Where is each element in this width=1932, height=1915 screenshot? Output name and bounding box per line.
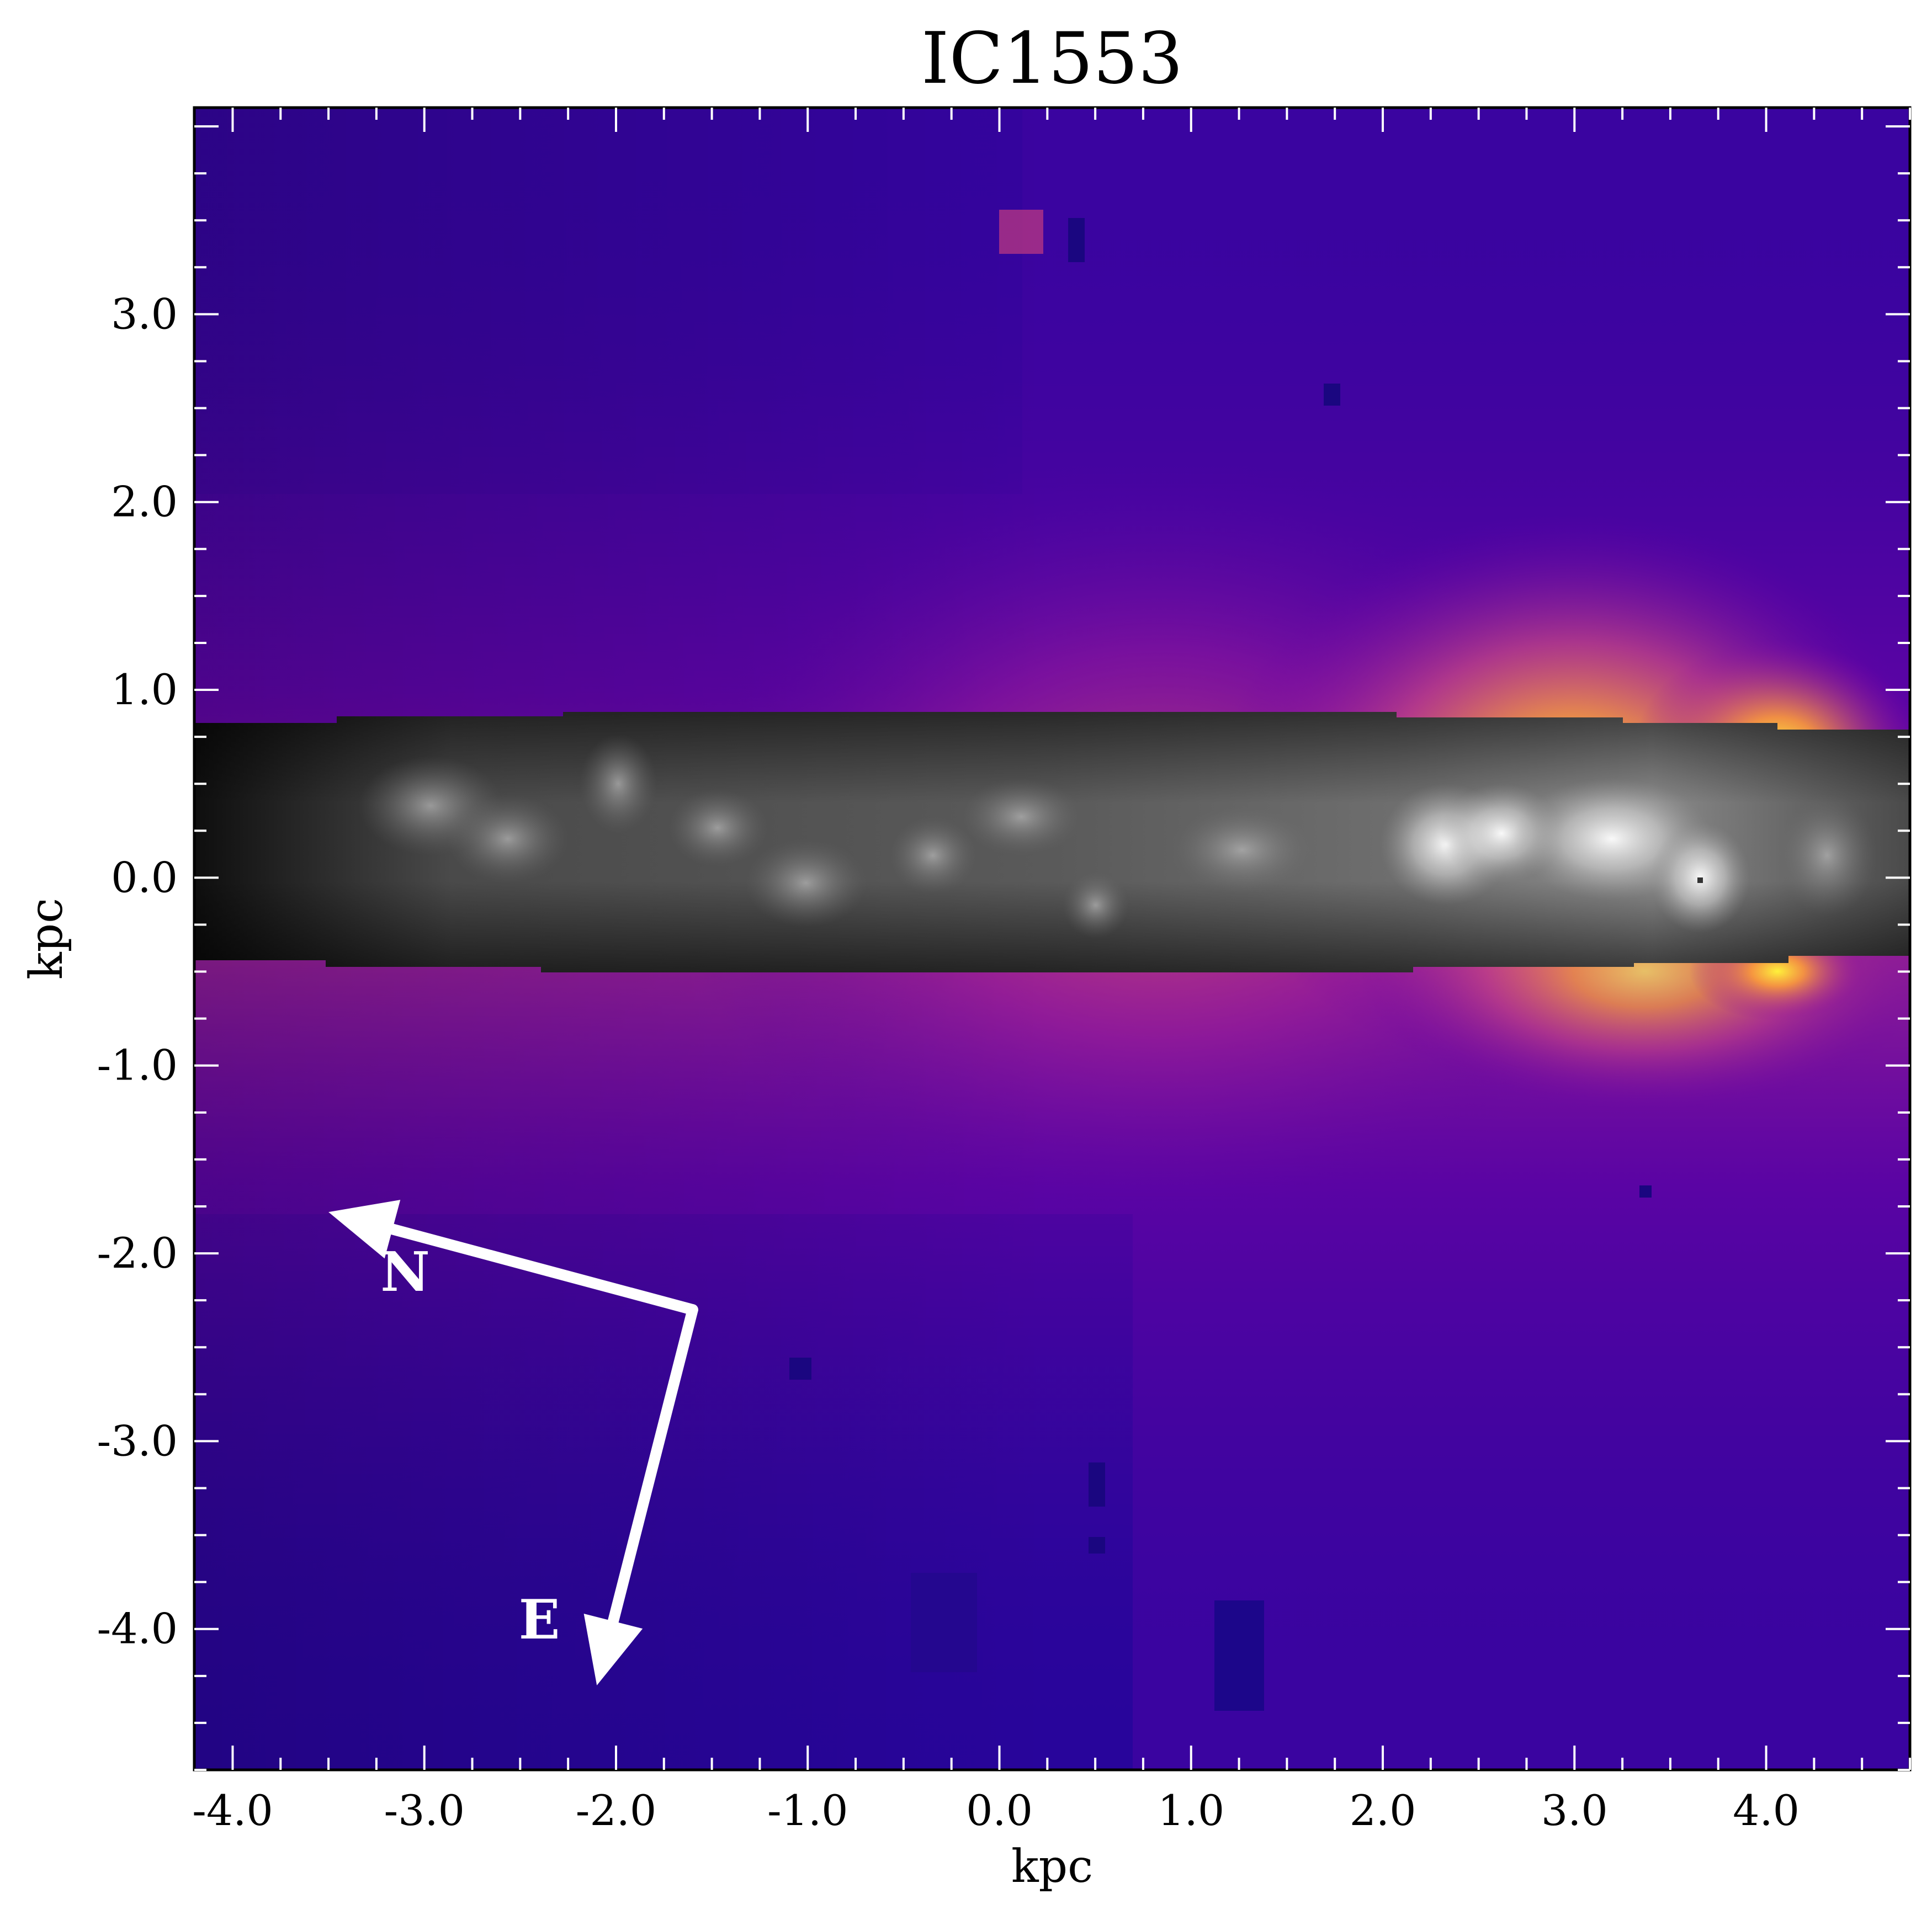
x-tick-label: -2.0 (576, 1786, 657, 1835)
band-blob (889, 817, 977, 894)
x-tick-label: 1.0 (1158, 1786, 1224, 1835)
heatmap-image: N E (194, 108, 1910, 1770)
band-blob (745, 839, 867, 927)
x-tick-label: -1.0 (767, 1786, 848, 1835)
x-tick-label: -3.0 (384, 1786, 465, 1835)
x-axis-ticks (231, 108, 1911, 1770)
y-tick-label: -2.0 (97, 1228, 178, 1278)
masked-band (194, 712, 1910, 972)
heatmap-dark-patch-1 (1214, 1600, 1264, 1711)
heatmap-artifact-1 (1068, 218, 1085, 262)
band-blob (1063, 872, 1129, 938)
x-tick-label: 3.0 (1541, 1786, 1608, 1835)
x-axis-tick-labels: -4.0 -3.0 -2.0 -1.0 0.0 1.0 2.0 3.0 4.0 (192, 1786, 1800, 1835)
x-tick-label: 2.0 (1350, 1786, 1416, 1835)
y-tick-label: 2.0 (111, 477, 178, 526)
y-tick-label: -4.0 (97, 1604, 178, 1653)
y-axis-label: kpc (20, 898, 73, 980)
y-axis-tick-labels: 3.0 2.0 1.0 0.0 -1.0 -2.0 -3.0 -4.0 (97, 289, 178, 1653)
x-tick-label: 0.0 (966, 1786, 1033, 1835)
heatmap-artifact-3 (1089, 1462, 1105, 1507)
compass-north-arrow (381, 1222, 698, 1316)
y-tick-label: -3.0 (97, 1416, 178, 1465)
band-blob (580, 734, 657, 833)
y-tick-label: -1.0 (97, 1041, 178, 1090)
band-blob (960, 778, 1082, 855)
x-axis-label: kpc (1011, 1840, 1093, 1893)
band-blob (668, 789, 767, 866)
y-tick-label: 1.0 (111, 665, 178, 714)
heatmap-artifact-5 (1639, 1185, 1652, 1198)
band-blob (1777, 795, 1877, 916)
y-axis-ticks (194, 125, 1910, 1771)
heatmap-dark-patch-2 (911, 1573, 977, 1672)
compass-north-arrowhead (328, 1200, 401, 1259)
heatmap-artifact-6 (789, 1358, 811, 1380)
chart-title: IC1553 (921, 18, 1183, 100)
heatmap-artifact-2 (1324, 384, 1340, 406)
compass-east-arrowhead (583, 1613, 643, 1685)
compass: N E (328, 1200, 698, 1685)
compass-east-arrow (606, 1304, 698, 1632)
x-tick-label: -4.0 (192, 1786, 273, 1835)
band-blob (447, 795, 569, 883)
compass-east-label: E (519, 1588, 560, 1652)
compass-north-label: N (380, 1241, 430, 1304)
plot-frame (193, 106, 1912, 1772)
heatmap-artifact-4 (1089, 1537, 1105, 1554)
y-tick-label: 3.0 (111, 289, 178, 338)
band-blob (1170, 806, 1314, 894)
heatmap-source-small (999, 210, 1043, 254)
y-tick-label: 0.0 (111, 853, 178, 902)
band-artifact (1697, 877, 1703, 883)
x-tick-label: 4.0 (1733, 1786, 1800, 1835)
